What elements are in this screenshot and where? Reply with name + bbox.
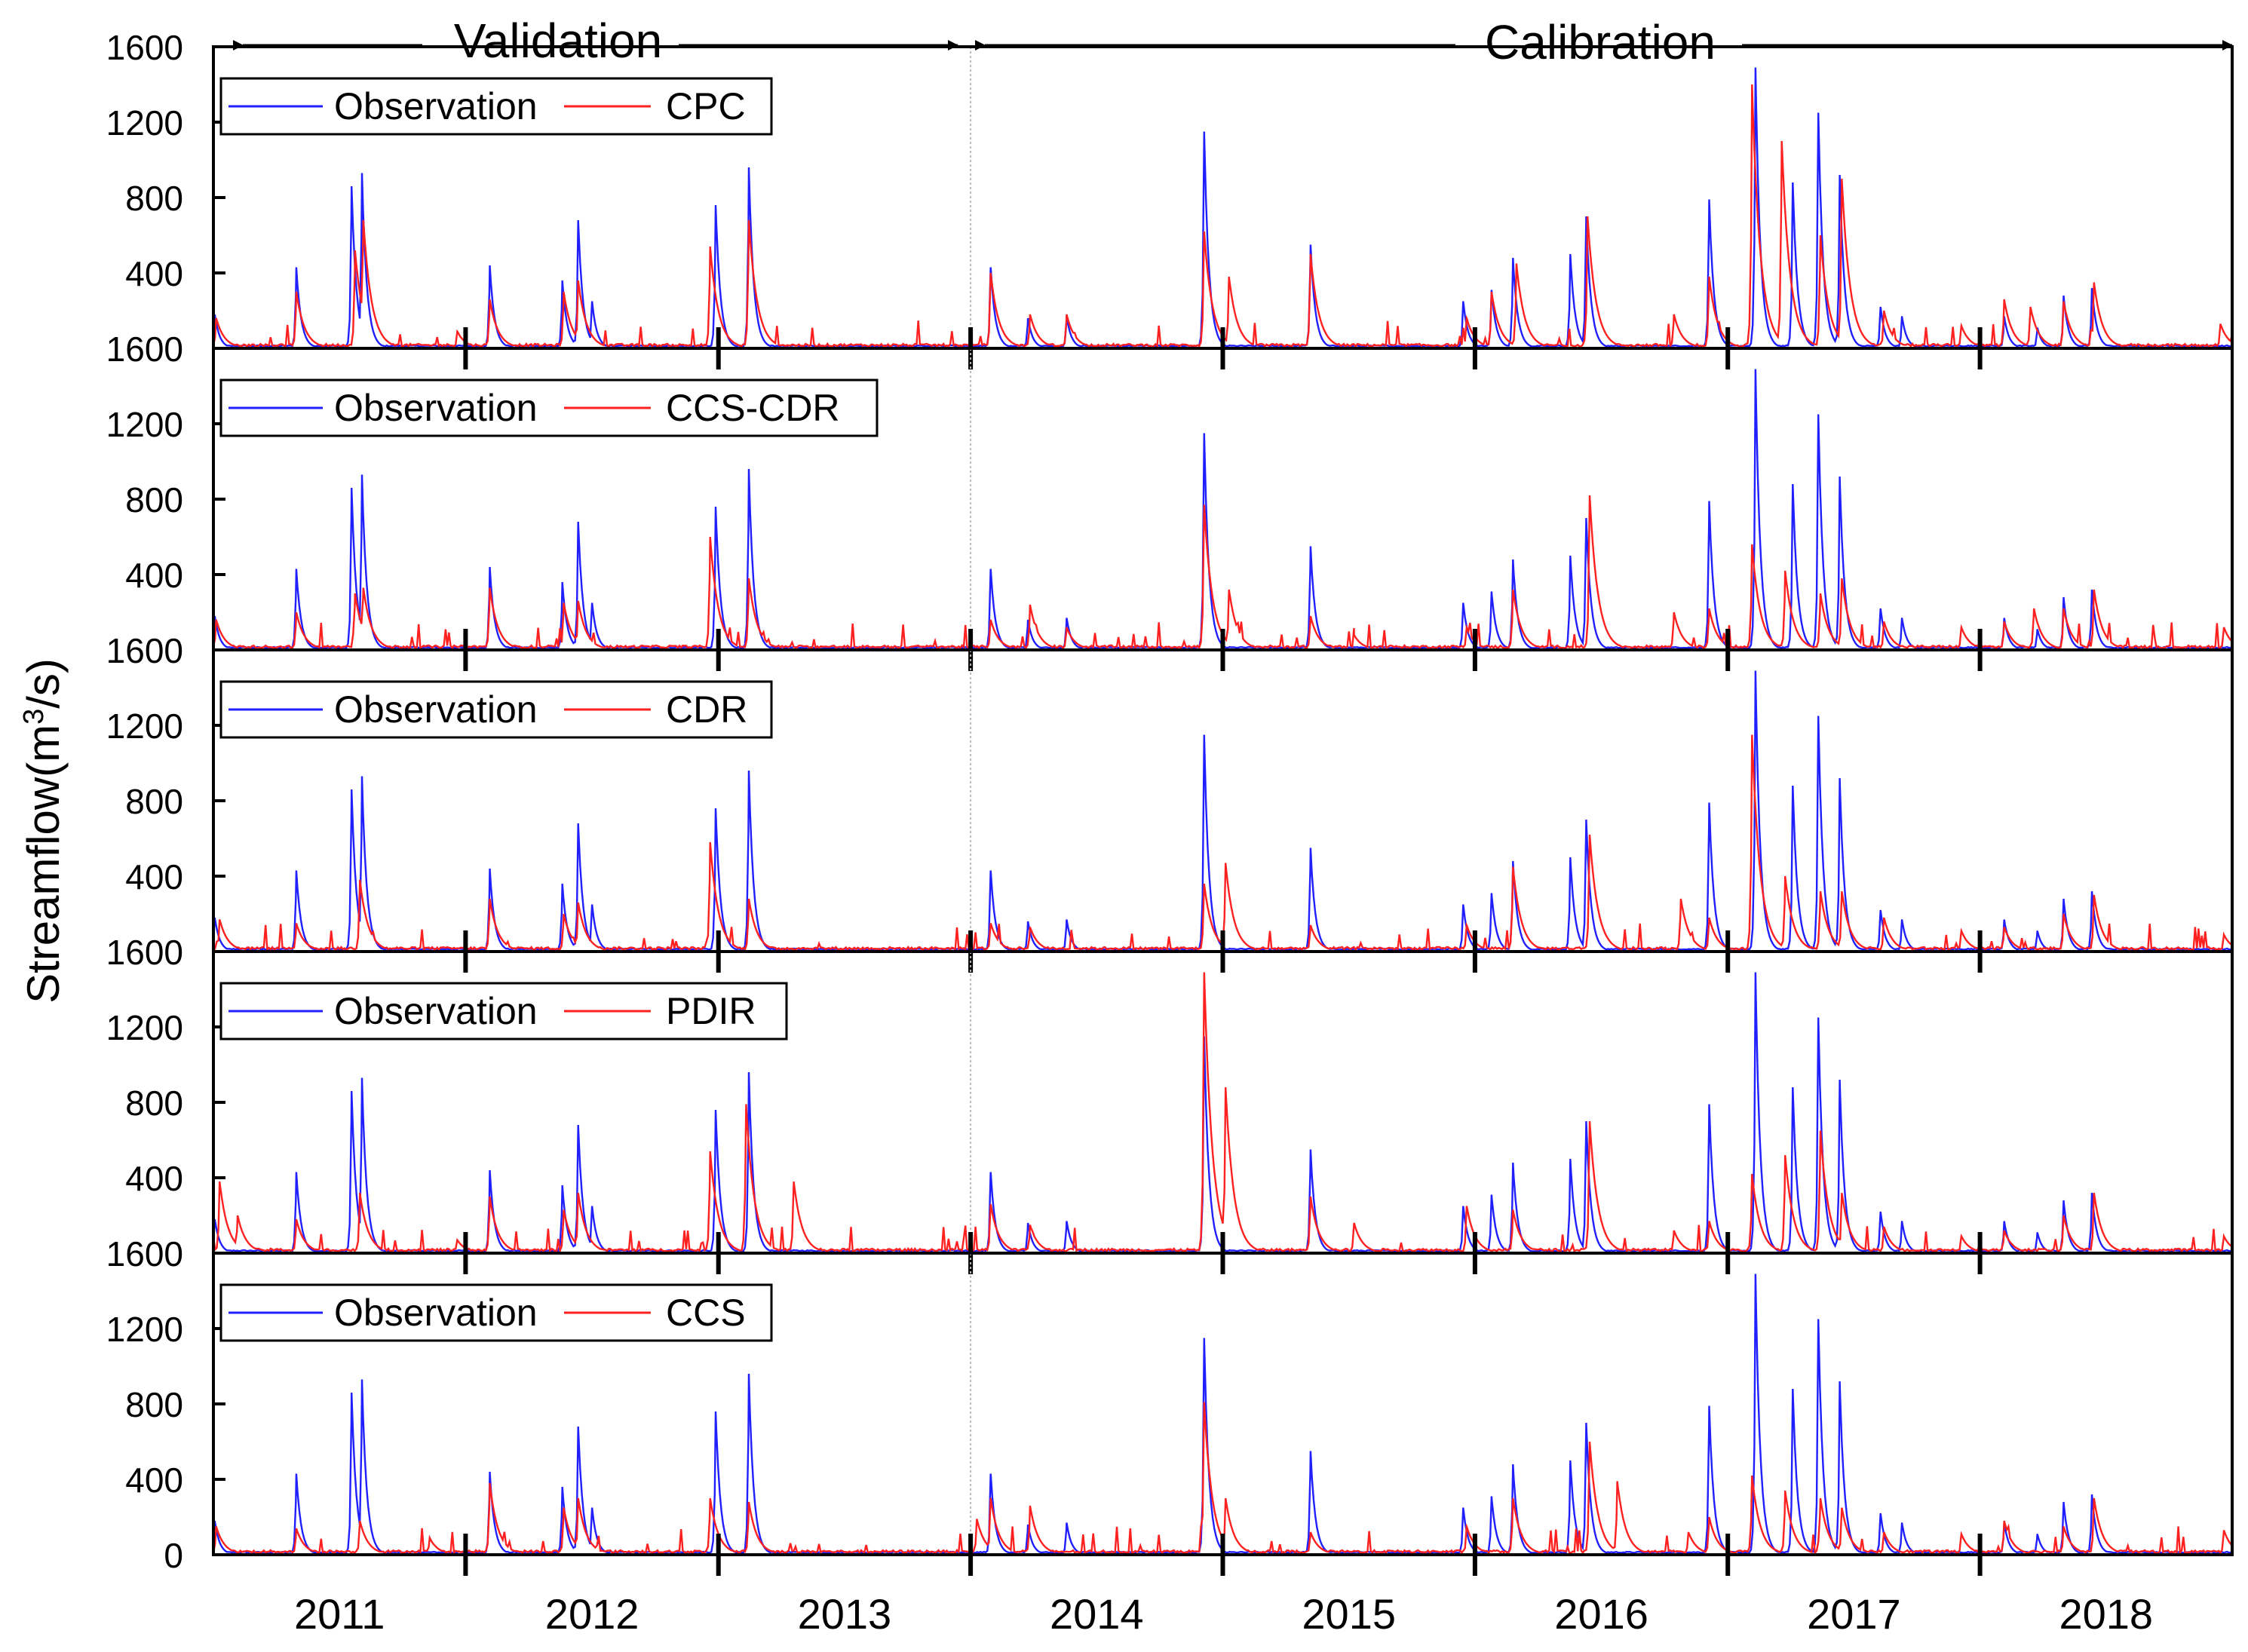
validation-label: Validation (454, 14, 662, 68)
legend-observation-label: Observation (334, 1292, 538, 1334)
simulation-series-line (213, 495, 2232, 650)
legend-panel-4: Observation CCS (219, 1283, 773, 1342)
legend-panel-0: Observation CPC (219, 77, 773, 136)
simulation-series-line (213, 84, 2232, 348)
x-year-label: 2015 (1302, 1590, 1396, 1638)
legend-observation-label: Observation (334, 85, 538, 127)
x-axis-year-labels: 2011 2012 2013 2014 2015 2016 2017 2018 (294, 1590, 2153, 1638)
x-year-label: 2011 (294, 1590, 385, 1638)
y-tick-label: 800 (125, 782, 183, 821)
y-tick-label: 1600 (106, 631, 183, 670)
panel-4: 0 400 800 1200 1600 Observation CCS (106, 1234, 2234, 1576)
y-tick-label: 1600 (106, 28, 183, 67)
y-tick-label: 1200 (106, 706, 183, 746)
legend-box (219, 982, 788, 1041)
simulation-series-line (213, 1402, 2232, 1555)
y-tick-label: 800 (125, 179, 183, 218)
x-year-label: 2018 (2059, 1590, 2154, 1638)
y-tick-label: 800 (125, 480, 183, 520)
validation-period-marker: Validation (233, 14, 958, 68)
panel-2: 400 800 1200 1600 Observation CDR (106, 631, 2234, 973)
observation-series-line (213, 67, 2232, 348)
x-year-label: 2012 (545, 1590, 639, 1638)
y-tick-label: 1200 (106, 103, 183, 143)
simulation-series-line (213, 734, 2232, 952)
legend-simulation-label: CPC (666, 85, 746, 127)
panels-layer: 400 800 1200 1600 Observation CPC 400 800 1200 16… (106, 28, 2234, 1576)
legend-observation-label: Observation (334, 688, 538, 731)
legend-simulation-label: CCS (666, 1292, 746, 1334)
y-tick-label: 800 (125, 1385, 183, 1424)
panel-1: 400 800 1200 1600 Observation CCS-CDR (106, 329, 2234, 671)
y-tick-label: 800 (125, 1083, 183, 1123)
legend-simulation-label: CCS-CDR (666, 387, 840, 429)
y-tick-label: 1600 (106, 1234, 183, 1273)
legend-observation-label: Observation (334, 387, 538, 429)
simulation-series-line (213, 972, 2232, 1253)
y-tick-label: 1200 (106, 1008, 183, 1047)
legend-simulation-label: PDIR (666, 990, 756, 1032)
y-tick-label: 1200 (106, 405, 183, 444)
legend-panel-1: Observation CCS-CDR (219, 379, 879, 437)
y-tick-label: 400 (125, 556, 183, 595)
legend-simulation-label: CDR (666, 688, 747, 731)
y-tick-label: 400 (125, 857, 183, 896)
x-year-label: 2013 (798, 1590, 892, 1638)
panel-0: 400 800 1200 1600 Observation CPC (106, 28, 2234, 369)
y-tick-label: 1600 (106, 933, 183, 972)
y-tick-label: 400 (125, 1159, 183, 1198)
y-tick-label: 400 (125, 1460, 183, 1500)
legend-panel-3: Observation PDIR (219, 982, 788, 1041)
calibration-period-marker: Calibration (975, 15, 2233, 69)
calibration-label: Calibration (1485, 15, 1716, 69)
y-tick-label: 1200 (106, 1310, 183, 1349)
y-tick-label: 1600 (106, 329, 183, 369)
x-year-label: 2016 (1554, 1590, 1648, 1638)
x-year-label: 2014 (1050, 1590, 1144, 1638)
x-year-label: 2017 (1807, 1590, 1901, 1638)
legend-box (219, 379, 879, 437)
legend-observation-label: Observation (334, 990, 538, 1032)
observation-series-line (213, 369, 2232, 649)
panel-3: 400 800 1200 1600 Observation PDIR (106, 933, 2234, 1274)
y-axis-title: Streamflow(m3/s) (18, 658, 69, 1004)
y-tick-label: 400 (125, 254, 183, 293)
legend-panel-2: Observation CDR (219, 680, 773, 739)
y-tick-label: 0 (164, 1536, 183, 1575)
